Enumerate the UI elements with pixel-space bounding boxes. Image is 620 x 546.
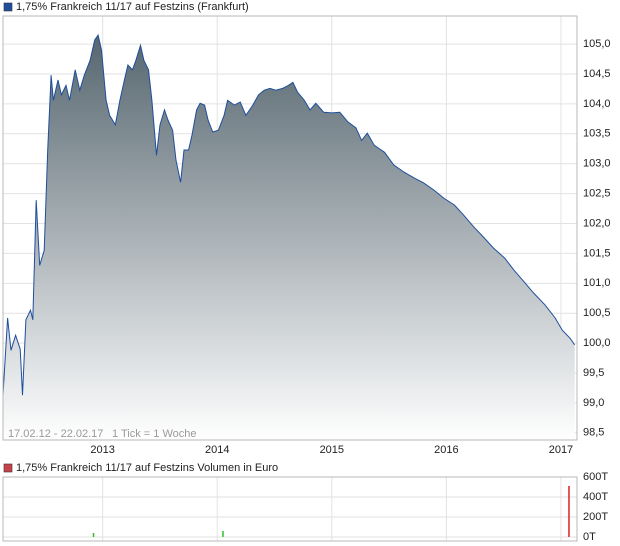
y-tick-label: 0T [583,531,596,543]
plot-frame [2,15,578,441]
y-tick-label: 99,5 [583,367,604,379]
y-tick-label: 101,0 [583,277,611,289]
y-tick-label: 102,5 [583,188,611,200]
annotation: 1 Tick = 1 Woche [112,428,196,440]
y-tick-label: 98,5 [583,427,604,439]
y-tick-label: 104,5 [583,68,611,80]
x-tick-label: 2013 [90,444,114,456]
y-tick-label: 102,0 [583,217,611,229]
y-tick-label: 103,5 [583,128,611,140]
price-line [2,33,576,396]
legend-swatch [3,2,13,12]
y-tick-label: 105,0 [583,38,611,50]
x-tick-label: 2014 [205,444,229,456]
y-tick-label: 103,0 [583,158,611,170]
volume-bar [222,531,224,537]
x-tick-label: 2015 [320,444,344,456]
legend-label: 1,75% Frankreich 11/17 auf Festzins Volu… [16,462,278,474]
volume-bar [92,533,95,537]
y-tick-label: 600T [583,471,608,483]
legend-label: 1,75% Frankreich 11/17 auf Festzins (Fra… [16,1,249,13]
y-tick-label: 400T [583,491,608,503]
volume-bar [568,486,570,537]
y-tick-label: 101,5 [583,247,611,259]
y-tick-label: 104,0 [583,98,611,110]
annotation: 17.02.12 - 22.02.17 [8,428,103,440]
x-tick-label: 2017 [549,444,573,456]
y-tick-label: 99,0 [583,397,604,409]
x-tick-label: 2016 [434,444,458,456]
y-tick-label: 200T [583,511,608,523]
y-tick-label: 100,5 [583,307,611,319]
legend-swatch [3,463,13,473]
y-tick-label: 100,0 [583,337,611,349]
area-shade [3,35,575,440]
plot-frame [2,476,578,542]
